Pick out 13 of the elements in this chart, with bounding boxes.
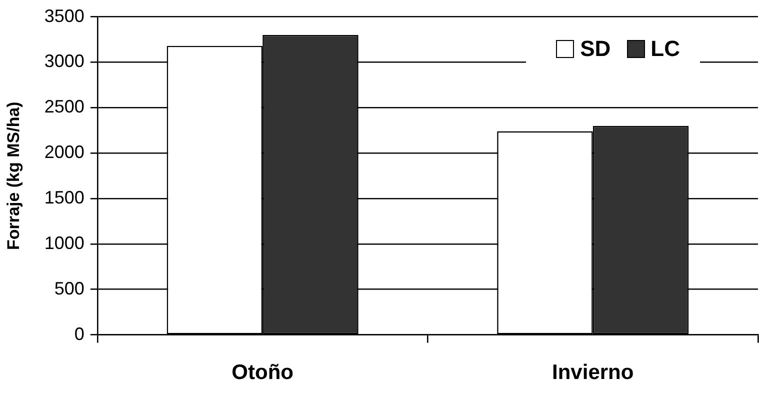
- x-tick-label: Invierno: [552, 361, 634, 384]
- y-tick-label: 2500: [44, 96, 84, 117]
- y-tick-label: 500: [54, 278, 84, 298]
- legend-label: LC: [650, 36, 680, 62]
- y-tick-label: 1500: [44, 187, 84, 208]
- x-tick-label: Otoño: [232, 361, 294, 384]
- y-tick-label: 3500: [44, 6, 84, 26]
- y-tick-label: 0: [74, 324, 84, 344]
- y-tick-label: 2000: [44, 142, 84, 162]
- y-tick-label: 3000: [44, 51, 84, 72]
- y-tick-label: 1000: [44, 232, 84, 253]
- text: SD: [580, 36, 611, 62]
- y-axis-title: Forraje (kg MS/ha): [4, 102, 23, 250]
